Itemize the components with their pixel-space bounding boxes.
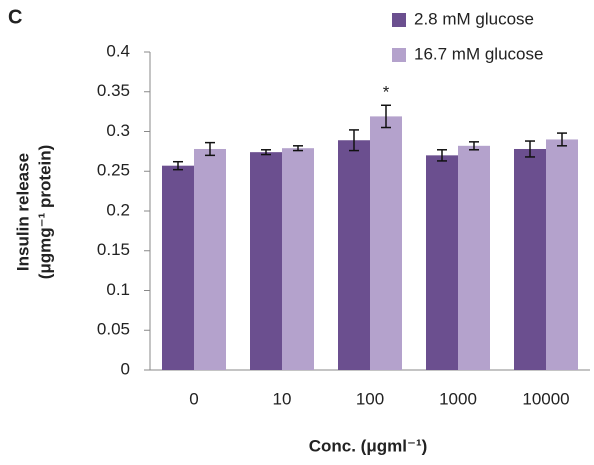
bar xyxy=(370,116,402,371)
error-bar xyxy=(469,141,479,151)
legend-swatch xyxy=(392,48,406,62)
y-tick-label: 0 xyxy=(121,359,130,378)
y-tick-label: 0.25 xyxy=(97,161,130,180)
panel-label: C xyxy=(8,6,22,28)
bar xyxy=(426,155,458,370)
x-axis-title: Conc. (μgml⁻¹) xyxy=(309,436,428,455)
bar xyxy=(458,145,490,370)
error-bar xyxy=(173,160,183,171)
x-tick-label: 10000 xyxy=(522,389,569,408)
y-tick-label: 0.35 xyxy=(97,81,130,100)
error-bar xyxy=(293,145,303,152)
y-tick-label: 0.4 xyxy=(106,41,130,60)
error-bar xyxy=(205,141,215,157)
legend-swatch xyxy=(392,13,406,27)
x-tick-label: 100 xyxy=(356,389,384,408)
y-axis-title: Insulin release xyxy=(13,153,32,271)
y-axis-title: (μgmg⁻¹ protein) xyxy=(35,145,54,280)
y-tick-label: 0.2 xyxy=(106,200,130,219)
y-tick-label: 0.05 xyxy=(97,320,130,339)
bar xyxy=(546,139,578,370)
annotation: * xyxy=(383,83,390,102)
x-tick-label: 10 xyxy=(273,389,292,408)
y-tick-label: 0.15 xyxy=(97,240,130,259)
x-tick-label: 1000 xyxy=(439,389,477,408)
error-bar xyxy=(261,149,271,156)
bar xyxy=(338,140,370,370)
error-bar xyxy=(381,104,391,129)
legend-label: 2.8 mM glucose xyxy=(414,9,534,28)
error-bar xyxy=(437,149,447,162)
bar xyxy=(162,165,194,370)
legend-label: 16.7 mM glucose xyxy=(414,44,543,63)
y-tick-label: 0.3 xyxy=(106,121,130,140)
bar xyxy=(250,152,282,370)
bar xyxy=(194,148,226,370)
error-bar xyxy=(349,129,359,152)
error-bar xyxy=(557,132,567,147)
y-tick-label: 0.1 xyxy=(106,280,130,299)
bar xyxy=(514,148,546,370)
error-bar xyxy=(525,140,535,158)
bar xyxy=(282,148,314,370)
x-tick-label: 0 xyxy=(189,389,198,408)
